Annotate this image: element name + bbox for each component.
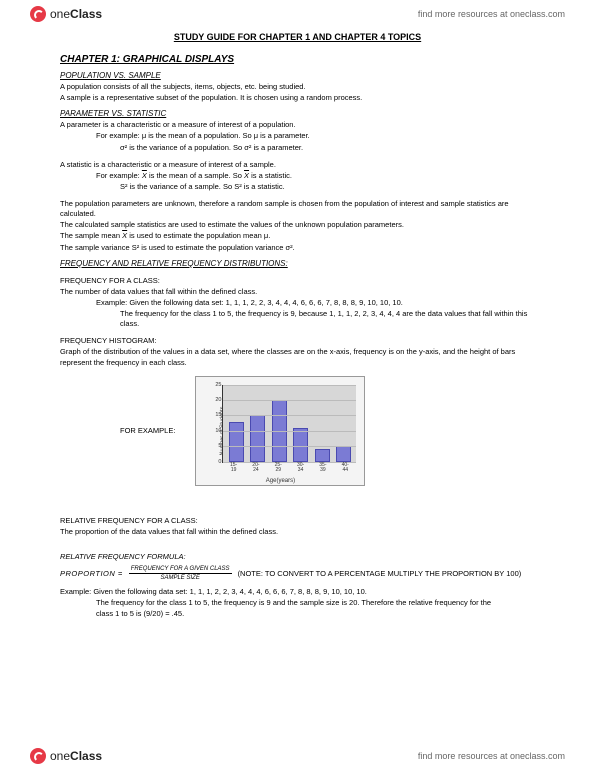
chart-ytick: 20	[215, 397, 223, 403]
find-more-link-top[interactable]: find more resources at oneclass.com	[418, 9, 565, 19]
text-statistic-ex-xbar: For example: X is the mean of a sample. …	[96, 171, 535, 181]
text-relfreq-class-def: The proportion of the data values that f…	[60, 527, 535, 537]
chart-xtick: 15-19	[226, 463, 242, 473]
text-relfreq-ex2: The frequency for the class 1 to 5, the …	[96, 598, 535, 608]
chart-ytick: 5	[218, 443, 223, 449]
head-hist: FREQUENCY HISTOGRAM:	[60, 336, 535, 346]
frequency-histogram-chart: Number of Students 0510152025 15-1920-24…	[195, 376, 365, 486]
text-freq-class-def: The number of data values that fall with…	[60, 287, 535, 297]
chart-xtick: 35-39	[315, 463, 331, 473]
text-parameter-ex-sigma: σ² is the variance of a population. So σ…	[120, 143, 535, 153]
chart-xlabel: Age(years)	[196, 478, 364, 484]
text-population: A population consists of all the subject…	[60, 82, 535, 92]
chart-gridline	[223, 415, 356, 416]
text-freq-class-ex2: The frequency for the class 1 to 5, the …	[120, 309, 535, 329]
text-sample: A sample is a representative subset of t…	[60, 93, 535, 103]
text-unknown-params: The population parameters are unknown, t…	[60, 199, 535, 219]
bottom-brand-bar: oneClass find more resources at oneclass…	[0, 742, 595, 770]
logo-text-bottom: oneClass	[50, 749, 102, 763]
text-relfreq-ex3: class 1 to 5 is (9/20) = .45.	[96, 609, 535, 619]
text-parameter: A parameter is a characteristic or a mea…	[60, 120, 535, 130]
chart-gridline	[223, 400, 356, 401]
chart-example-row: FOR EXAMPLE: Number of Students 05101520…	[120, 376, 535, 486]
proportion-note: (NOTE: TO CONVERT TO A PERCENTAGE MULTIP…	[238, 569, 522, 578]
page-title: STUDY GUIDE FOR CHAPTER 1 AND CHAPTER 4 …	[60, 32, 535, 42]
text-calc-stats: The calculated sample statistics are use…	[60, 220, 535, 230]
seg-post: is used to estimate the population mean …	[127, 231, 270, 240]
seg-c: is a statistic.	[249, 171, 292, 180]
text-statistic-ex-s2: S² is the variance of a sample. So S² is…	[120, 182, 535, 192]
text-statistic: A statistic is a characteristic or a mea…	[60, 160, 535, 170]
chart-plot-area: 0510152025	[222, 385, 356, 463]
head-freq-class: FREQUENCY FOR A CLASS:	[60, 276, 535, 286]
seg-pre: The sample mean	[60, 231, 122, 240]
text-freq-class-ex1: Example: Given the following data set: 1…	[96, 298, 535, 308]
logo-one: one	[50, 7, 70, 21]
page-content: STUDY GUIDE FOR CHAPTER 1 AND CHAPTER 4 …	[0, 28, 595, 619]
subhead-pop-vs-sample: POPULATION VS. SAMPLE	[60, 71, 535, 80]
logo-icon-bottom	[30, 748, 46, 764]
chart-bar	[336, 446, 351, 461]
proportion-label: PROPORTION =	[60, 569, 123, 578]
chart-ytick: 15	[215, 412, 223, 418]
chart-xtick: 20-24	[248, 463, 264, 473]
logo-bottom: oneClass	[30, 748, 102, 764]
chart-bars	[223, 385, 356, 462]
logo-one-b: one	[50, 749, 70, 763]
chart-ytick: 10	[215, 428, 223, 434]
chart-ytick: 25	[215, 382, 223, 388]
chapter-heading: CHAPTER 1: GRAPHICAL DISPLAYS	[60, 54, 535, 65]
head-relfreq-formula: RELATIVE FREQUENCY FORMULA:	[60, 552, 535, 562]
seg-a: For example:	[96, 171, 142, 180]
logo-class: Class	[70, 7, 102, 21]
seg-b: is the mean of a sample. So	[147, 171, 244, 180]
chart-gridline	[223, 385, 356, 386]
chart-bar	[315, 449, 330, 461]
chart-bar	[250, 415, 265, 461]
text-hist-def: Graph of the distribution of the values …	[60, 347, 535, 367]
text-var-estimate: The sample variance S² is used to estima…	[60, 243, 535, 253]
head-relfreq-class: RELATIVE FREQUENCY FOR A CLASS:	[60, 516, 535, 526]
subhead-freq-dist: FREQUENCY AND RELATIVE FREQUENCY DISTRIB…	[60, 259, 535, 268]
logo-icon	[30, 6, 46, 22]
text-relfreq-ex1: Example: Given the following data set: 1…	[60, 587, 535, 597]
proportion-formula: PROPORTION = FREQUENCY FOR A GIVEN CLASS…	[60, 566, 535, 581]
for-example-label: FOR EXAMPLE:	[120, 426, 175, 435]
chart-xticks: 15-19 20-24 25-29 30-34 35-39 40-44	[222, 463, 356, 473]
chart-gridline	[223, 446, 356, 447]
top-brand-bar: oneClass find more resources at oneclass…	[0, 0, 595, 28]
logo-class-b: Class	[70, 749, 102, 763]
logo-text: oneClass	[50, 7, 102, 21]
find-more-link-bottom[interactable]: find more resources at oneclass.com	[418, 751, 565, 761]
text-mean-estimate: The sample mean X is used to estimate th…	[60, 231, 535, 241]
text-parameter-ex-mu: For example: μ is the mean of a populati…	[96, 131, 535, 141]
chart-xtick: 30-34	[293, 463, 309, 473]
fraction-denominator: SAMPLE SIZE	[160, 574, 199, 581]
proportion-fraction: FREQUENCY FOR A GIVEN CLASS SAMPLE SIZE	[129, 566, 232, 581]
chart-xtick: 25-29	[270, 463, 286, 473]
subhead-param-vs-stat: PARAMETER VS. STATISTIC	[60, 109, 535, 118]
fraction-numerator: FREQUENCY FOR A GIVEN CLASS	[129, 566, 232, 574]
chart-xtick: 40-44	[337, 463, 353, 473]
logo: oneClass	[30, 6, 102, 22]
chart-bar	[229, 422, 244, 462]
chart-gridline	[223, 431, 356, 432]
chart-bar	[293, 428, 308, 462]
